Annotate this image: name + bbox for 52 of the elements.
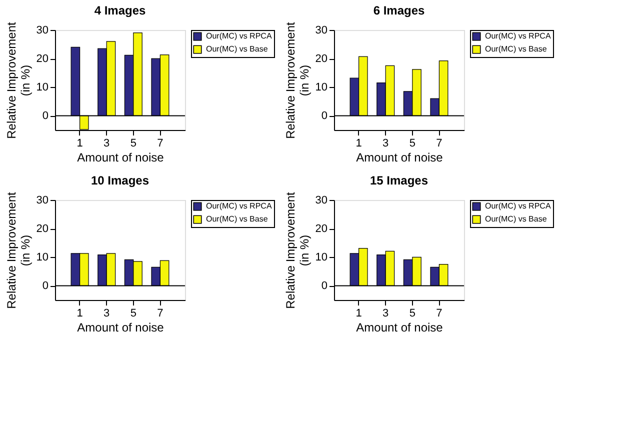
- y-tick-label: 20: [315, 223, 328, 236]
- legend-label: Our(MC) vs RPCA: [206, 32, 272, 40]
- y-tick-label: 10: [36, 82, 48, 94]
- y-tick-label: 10: [315, 82, 328, 94]
- y-axis-title: Relative Improvement (in %): [283, 191, 312, 309]
- y-tick-label: 0: [321, 110, 328, 122]
- legend-label: Our(MC) vs Base: [206, 44, 268, 54]
- y-tick-label: 0: [42, 110, 48, 122]
- x-tick-label: 7: [157, 138, 164, 150]
- y-tick-label: 20: [315, 53, 328, 66]
- legend-label: Our(MC) vs Base: [485, 44, 548, 54]
- x-tick-label: 7: [436, 308, 442, 320]
- x-tick-label: 3: [382, 138, 389, 150]
- x-tick-label: 5: [409, 138, 416, 150]
- x-tick-label: 7: [157, 308, 164, 320]
- chart-title: 6 Images: [373, 4, 425, 18]
- chart-title: 15 Images: [370, 174, 428, 188]
- y-tick-label: 30: [315, 24, 328, 36]
- x-tick-label: 5: [130, 138, 136, 150]
- y-tick-label: 30: [315, 194, 328, 206]
- y-tick-label: 20: [36, 223, 48, 236]
- y-axis-title: Relative Improvement (in %): [4, 191, 32, 309]
- legend-label: Our(MC) vs Base: [206, 214, 268, 224]
- x-axis-title: Amount of noise: [77, 150, 164, 164]
- chart-title: 10 Images: [90, 174, 150, 188]
- y-tick-label: 20: [36, 53, 48, 66]
- x-axis-title: Amount of noise: [356, 320, 444, 334]
- y-tick-label: 0: [42, 280, 48, 292]
- y-axis-title: Relative Improvement (in %): [4, 21, 32, 139]
- y-tick-label: 0: [321, 280, 328, 292]
- y-tick-label: 10: [36, 252, 48, 264]
- x-tick-label: 1: [356, 308, 362, 320]
- x-tick-label: 3: [104, 138, 110, 150]
- y-tick-label: 30: [36, 194, 48, 206]
- legend-label: Our(MC) vs RPCA: [485, 202, 552, 210]
- x-tick-label: 5: [409, 308, 416, 320]
- x-axis-title: Amount of noise: [77, 320, 164, 334]
- x-axis-title: Amount of noise: [356, 150, 444, 164]
- chart-title: 4 Images: [94, 4, 146, 18]
- legend-label: Our(MC) vs RPCA: [206, 202, 272, 210]
- x-tick-label: 1: [76, 308, 83, 320]
- y-tick-label: 10: [315, 252, 328, 264]
- x-tick-label: 7: [436, 138, 442, 150]
- x-tick-label: 3: [104, 308, 110, 320]
- x-tick-label: 5: [130, 308, 136, 320]
- y-tick-label: 30: [36, 24, 48, 36]
- x-tick-label: 1: [76, 138, 83, 150]
- x-tick-label: 1: [356, 138, 362, 150]
- legend-label: Our(MC) vs Base: [485, 214, 548, 224]
- legend-label: Our(MC) vs RPCA: [485, 32, 552, 40]
- x-tick-label: 3: [382, 308, 389, 320]
- y-axis-title: Relative Improvement (in %): [283, 21, 312, 139]
